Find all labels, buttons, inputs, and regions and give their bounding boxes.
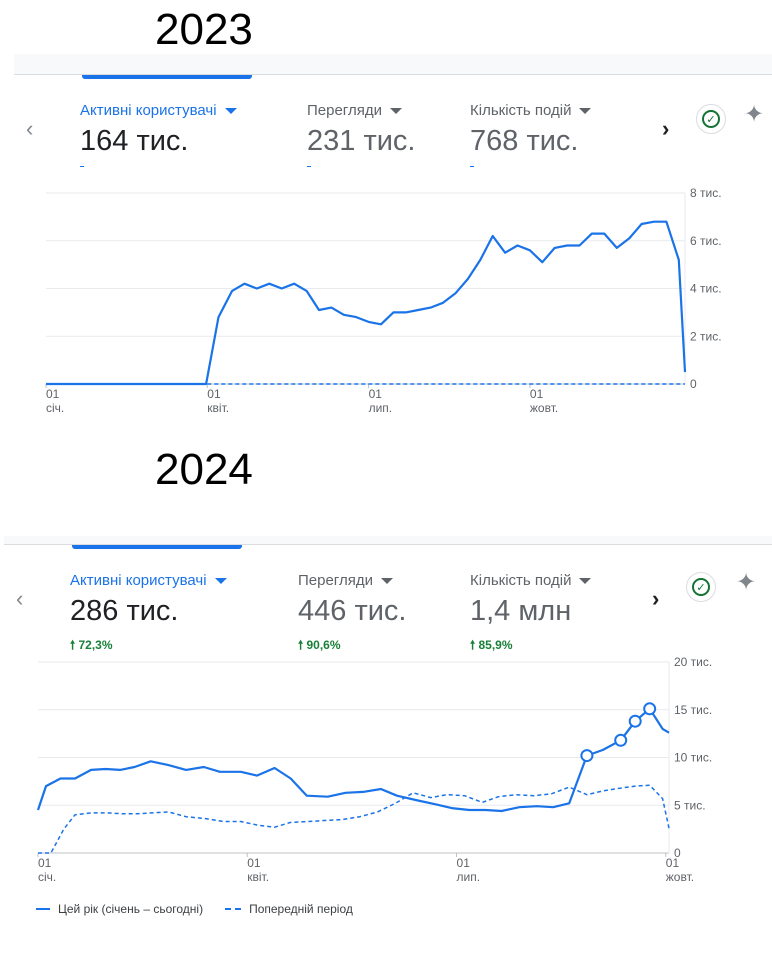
x-tick-label-month: лип.	[457, 870, 481, 884]
year-heading-2024: 2024	[155, 445, 253, 494]
metric-delta: 🠕 85,9%	[470, 636, 591, 657]
x-tick-label-month: квіт.	[207, 401, 229, 415]
metric-label: Кількість подій	[470, 102, 572, 119]
metric-marker	[470, 166, 474, 167]
x-tick-label-month: січ.	[38, 870, 56, 884]
metric-value: 164 тис.	[80, 125, 189, 157]
report-card-2023: ‹ Активні користувачі 164 тис. Перегляди…	[14, 54, 772, 424]
y-tick-label: 20 тис.	[674, 655, 712, 669]
metric-label: Активні користувачі	[70, 572, 207, 589]
legend-current-label: Цей рік (січень – сьогодні)	[58, 902, 204, 916]
metric-value: 768 тис.	[470, 125, 579, 157]
metric-marker	[80, 166, 84, 167]
series-line-current	[46, 220, 687, 386]
check-circle-icon[interactable]: ✓	[696, 104, 726, 134]
anomaly-marker	[580, 749, 594, 763]
metric-views[interactable]: Перегляди 231 тис.	[307, 102, 415, 167]
anomaly-marker	[628, 714, 642, 728]
x-tick-label-day: 01	[46, 387, 60, 401]
y-tick-label: 6 тис.	[690, 234, 722, 248]
metric-event-count[interactable]: Кількість подій 768 тис.	[470, 102, 592, 167]
x-tick-label-month: лип.	[369, 401, 393, 415]
metric-delta-value: 90,6%	[306, 638, 341, 652]
x-tick-label-day: 01	[247, 856, 261, 870]
metric-event-count[interactable]: Кількість подій 1,4 млн 🠕 85,9%	[470, 572, 592, 657]
metric-value: 446 тис.	[298, 595, 407, 627]
y-tick-label: 4 тис.	[690, 282, 722, 296]
metric-delta-value: 85,9%	[478, 638, 513, 652]
x-tick-label-day: 01	[207, 387, 221, 401]
caret-down-icon[interactable]	[214, 577, 227, 584]
sparkle-icon[interactable]: ✦	[744, 101, 765, 128]
anomaly-marker	[614, 733, 628, 747]
x-tick-label-day: 01	[457, 856, 471, 870]
metric-delta-value: 72,3%	[78, 638, 113, 652]
metric-marker	[307, 166, 311, 167]
caret-down-icon[interactable]	[579, 107, 592, 114]
year-heading-2023: 2023	[155, 5, 253, 54]
x-tick-label-day: 01	[369, 387, 383, 401]
sparkle-icon[interactable]: ✦	[736, 569, 757, 596]
metric-views[interactable]: Перегляди 446 тис. 🠕 90,6%	[298, 572, 406, 657]
metric-delta: 🠕 90,6%	[298, 636, 406, 657]
report-card-2024: ‹ Активні користувачі 286 тис. 🠕 72,3% П…	[4, 536, 772, 926]
legend-solid-swatch	[36, 908, 50, 910]
metric-value: 1,4 млн	[470, 595, 572, 627]
y-tick-label: 0	[674, 846, 681, 860]
y-tick-label: 8 тис.	[690, 186, 722, 200]
y-tick-label: 2 тис.	[690, 329, 722, 343]
metric-label: Активні користувачі	[80, 102, 217, 119]
metric-active-users[interactable]: Активні користувачі 164 тис.	[80, 102, 237, 167]
y-tick-label: 5 тис.	[674, 798, 706, 812]
metric-label: Кількість подій	[470, 572, 572, 589]
metric-value: 286 тис.	[70, 595, 179, 627]
arrow-up-icon: 🠕	[470, 638, 479, 652]
legend-dashed-swatch	[225, 908, 242, 910]
legend-previous-label: Попередній період	[249, 902, 353, 916]
arrow-up-icon: 🠕	[298, 638, 307, 652]
card-header-strip	[14, 54, 772, 75]
caret-down-icon[interactable]	[579, 577, 592, 584]
y-tick-label: 0	[690, 377, 697, 391]
chevron-left-icon[interactable]: ‹	[16, 586, 24, 611]
y-tick-label: 10 тис.	[674, 751, 712, 765]
metric-value: 231 тис.	[307, 125, 416, 157]
metric-active-users[interactable]: Активні користувачі 286 тис. 🠕 72,3%	[70, 572, 227, 657]
series-line-current	[36, 707, 670, 813]
x-tick-label-day: 01	[666, 856, 680, 870]
series-line-previous	[38, 784, 670, 854]
card-header-strip	[4, 536, 772, 545]
x-tick-label-day: 01	[38, 856, 52, 870]
x-tick-label-day: 01	[530, 387, 544, 401]
x-tick-label-month: жовт.	[530, 401, 558, 415]
x-tick-label-month: жовт.	[666, 870, 694, 884]
chevron-left-icon[interactable]: ‹	[26, 116, 34, 141]
chart-legend: Цей рік (січень – сьогодні) Попередній п…	[36, 902, 353, 916]
chevron-right-icon[interactable]: ›	[652, 586, 660, 611]
y-tick-label: 15 тис.	[674, 703, 712, 717]
active-tab-indicator	[82, 75, 252, 79]
check-circle-icon[interactable]: ✓	[686, 572, 716, 602]
x-tick-label-month: квіт.	[247, 870, 269, 884]
metric-label: Перегляди	[307, 102, 382, 119]
arrow-up-icon: 🠕	[70, 638, 79, 652]
metric-delta: 🠕 72,3%	[70, 636, 227, 657]
caret-down-icon[interactable]	[380, 577, 393, 584]
x-tick-label-month: січ.	[46, 401, 64, 415]
caret-down-icon[interactable]	[389, 107, 402, 114]
anomaly-marker	[643, 702, 657, 716]
chevron-right-icon[interactable]: ›	[662, 116, 670, 141]
active-tab-indicator	[72, 545, 242, 549]
caret-down-icon[interactable]	[224, 107, 237, 114]
metric-label: Перегляди	[298, 572, 373, 589]
